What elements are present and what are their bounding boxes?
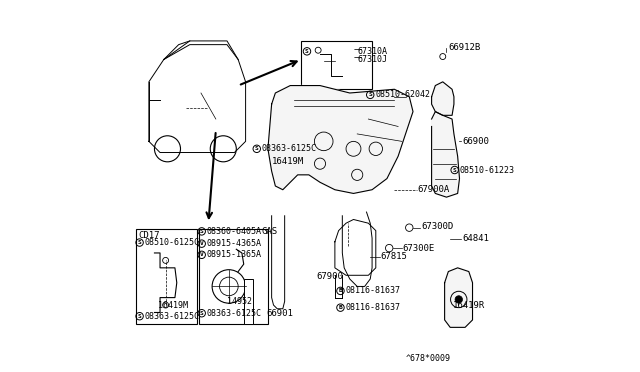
Text: 08510-6125C: 08510-6125C	[145, 238, 200, 247]
Text: 08116-81637: 08116-81637	[346, 303, 400, 312]
Text: 14952: 14952	[227, 297, 252, 306]
Text: S: S	[369, 92, 372, 97]
Polygon shape	[268, 86, 413, 193]
Text: 08915-1365A: 08915-1365A	[207, 250, 262, 259]
Text: S: S	[200, 229, 204, 234]
Text: GAS: GAS	[262, 227, 278, 236]
Text: 67310J: 67310J	[357, 55, 387, 64]
Text: 16419M: 16419M	[271, 157, 304, 166]
Text: S: S	[138, 314, 141, 319]
Polygon shape	[445, 268, 472, 327]
Bar	[301, 41, 372, 89]
Text: 66901: 66901	[266, 309, 293, 318]
Text: CD17: CD17	[138, 231, 160, 240]
Text: S: S	[305, 49, 309, 54]
Text: S: S	[138, 240, 141, 245]
Text: B: B	[339, 288, 342, 294]
Text: 08915-4365A: 08915-4365A	[207, 239, 262, 248]
Polygon shape	[431, 82, 454, 115]
Polygon shape	[431, 112, 460, 197]
Text: 08116-81637: 08116-81637	[346, 286, 400, 295]
Text: V: V	[200, 252, 204, 257]
Bar	[244, 279, 253, 324]
Text: 67815: 67815	[380, 252, 407, 261]
Text: 67900A: 67900A	[417, 185, 450, 194]
Text: 64841: 64841	[462, 234, 489, 243]
Text: 67310A: 67310A	[357, 47, 387, 56]
Text: 16419M: 16419M	[158, 301, 188, 310]
Text: 16419R: 16419R	[453, 301, 485, 310]
Text: S: S	[255, 146, 259, 151]
Text: —: —	[353, 45, 362, 54]
Text: 66912B: 66912B	[449, 43, 481, 52]
Text: 08363-6125C: 08363-6125C	[145, 312, 200, 321]
Text: 67900: 67900	[316, 272, 343, 280]
Text: 08363-6125C: 08363-6125C	[207, 309, 262, 318]
Text: ^678*0009: ^678*0009	[406, 355, 451, 363]
Bar	[199, 229, 268, 324]
Text: V: V	[200, 241, 204, 246]
Text: —: —	[353, 54, 362, 62]
Text: 08510-62042: 08510-62042	[375, 90, 430, 99]
Bar	[136, 229, 197, 324]
Text: 67300E: 67300E	[403, 244, 435, 253]
Text: 08363-6125C: 08363-6125C	[262, 144, 317, 153]
Text: 08510-61223: 08510-61223	[460, 166, 515, 174]
Text: 67300D: 67300D	[421, 222, 453, 231]
Text: B: B	[339, 305, 342, 310]
Text: 66900: 66900	[462, 137, 489, 146]
Text: S: S	[452, 167, 456, 173]
Circle shape	[455, 296, 463, 303]
Text: 08360-6405A: 08360-6405A	[207, 227, 262, 236]
Text: S: S	[200, 311, 204, 316]
